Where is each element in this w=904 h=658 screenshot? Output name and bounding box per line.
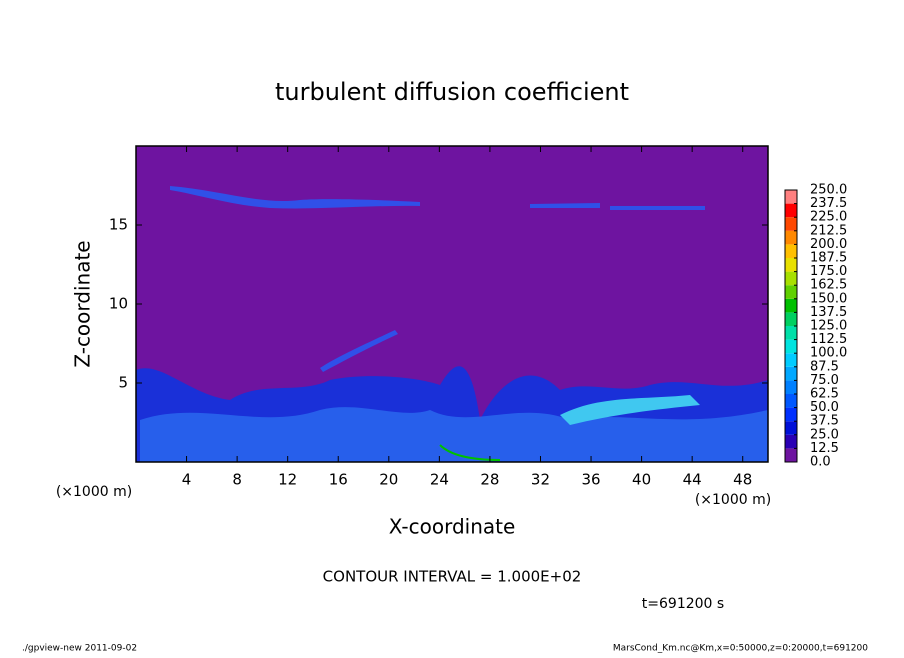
colorbar-cell bbox=[785, 298, 797, 313]
x-tick-label: 4 bbox=[182, 471, 192, 489]
y-axis-label: Z-coordinate bbox=[71, 240, 95, 367]
x-unit-right: (×1000 m) bbox=[695, 492, 771, 508]
x-tick-label: 32 bbox=[531, 471, 550, 489]
colorbar-label: 225.0 bbox=[810, 210, 847, 225]
colorbar-cell bbox=[785, 339, 797, 354]
colorbar-label: 137.5 bbox=[810, 305, 847, 320]
colorbar-label: 112.5 bbox=[810, 332, 847, 347]
colorbar-label: 150.0 bbox=[810, 291, 847, 306]
footer-right: MarsCond_Km.nc@Km,x=0:50000,z=0:20000,t=… bbox=[613, 644, 868, 654]
colorbar-label: 175.0 bbox=[810, 264, 847, 279]
colorbar-label: 12.5 bbox=[810, 441, 839, 456]
y-tick-label: 15 bbox=[109, 216, 128, 234]
colorbar-label: 212.5 bbox=[810, 223, 847, 238]
colorbar-label: 237.5 bbox=[810, 196, 847, 211]
x-tick-label: 16 bbox=[329, 471, 348, 489]
colorbar-cell bbox=[785, 203, 797, 218]
colorbar-cell bbox=[785, 353, 797, 367]
colorbar-cell bbox=[785, 271, 797, 286]
footer-left: ./gpview-new 2011-09-02 bbox=[22, 644, 137, 654]
colorbar-cell bbox=[785, 326, 797, 340]
colorbar-cell bbox=[785, 190, 797, 204]
chart-title: turbulent diffusion coefficient bbox=[275, 78, 629, 106]
colorbar-label: 250.0 bbox=[810, 183, 847, 198]
x-tick-label: 12 bbox=[278, 471, 297, 489]
time-label: t=691200 s bbox=[642, 596, 724, 612]
colorbar-cell bbox=[785, 230, 797, 245]
colorbar-label: 87.5 bbox=[810, 359, 839, 374]
x-axis-label: X-coordinate bbox=[389, 515, 516, 539]
colorbar-cell bbox=[785, 285, 797, 299]
colorbar-label: 187.5 bbox=[810, 251, 847, 266]
colorbar-cell bbox=[785, 421, 797, 435]
colorbar-label: 125.0 bbox=[810, 319, 847, 334]
x-tick-label: 40 bbox=[632, 471, 651, 489]
colorbar-cell bbox=[785, 380, 797, 394]
colorbar-cell bbox=[785, 448, 797, 462]
colorbar-cell bbox=[785, 434, 797, 449]
colorbar-cell bbox=[785, 394, 797, 408]
x-tick-label: 36 bbox=[581, 471, 600, 489]
colorbar-label: 50.0 bbox=[810, 400, 839, 415]
colorbar-label: 100.0 bbox=[810, 346, 847, 361]
colorbar-label: 162.5 bbox=[810, 278, 847, 293]
contour-note: CONTOUR INTERVAL = 1.000E+02 bbox=[323, 568, 582, 586]
colorbar-cell bbox=[785, 312, 797, 326]
colorbar-label: 37.5 bbox=[810, 414, 839, 429]
colorbar-cell bbox=[785, 407, 797, 422]
colorbar-label: 62.5 bbox=[810, 387, 839, 402]
x-tick-label: 24 bbox=[430, 471, 449, 489]
field-image bbox=[136, 146, 768, 462]
y-tick-label: 5 bbox=[118, 374, 128, 392]
x-tick-label: 20 bbox=[379, 471, 398, 489]
colorbar-label: 0.0 bbox=[810, 455, 831, 470]
x-unit-left: (×1000 m) bbox=[56, 484, 132, 500]
colorbar-label: 25.0 bbox=[810, 427, 839, 442]
colorbar-cell bbox=[785, 258, 797, 272]
colorbar-cell bbox=[785, 366, 797, 381]
x-tick-label: 8 bbox=[232, 471, 242, 489]
colorbar-label: 200.0 bbox=[810, 237, 847, 252]
colorbar-label: 75.0 bbox=[810, 373, 839, 388]
colorbar-cell bbox=[785, 244, 797, 258]
colorbar-cell bbox=[785, 217, 797, 231]
x-tick-label: 48 bbox=[733, 471, 752, 489]
x-tick-label: 28 bbox=[480, 471, 499, 489]
y-tick-label: 10 bbox=[109, 295, 128, 313]
x-tick-label: 44 bbox=[683, 471, 702, 489]
